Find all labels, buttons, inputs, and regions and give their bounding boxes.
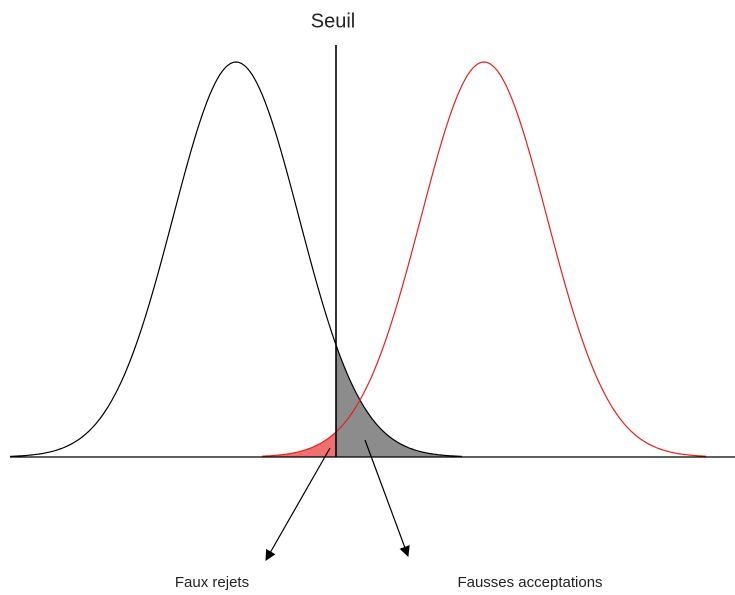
false-accepts-label: Fausses acceptations [457,574,602,591]
genuine-curve [261,61,707,457]
false-reject-area [262,432,336,457]
false-rejects-label: Faux rejets [175,574,249,591]
impostor-curve [9,61,463,457]
false-accept-area [336,344,462,457]
arrow [265,447,331,561]
arrow [364,439,410,558]
threshold-label: Seuil [311,10,355,32]
